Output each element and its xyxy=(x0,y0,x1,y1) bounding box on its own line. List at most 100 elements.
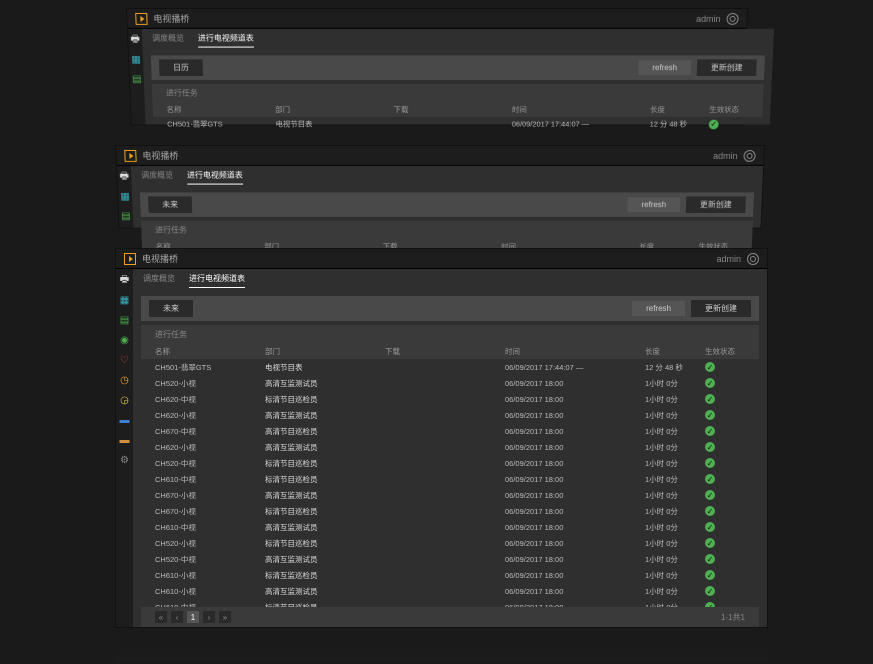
refresh-button[interactable]: refresh xyxy=(632,301,685,316)
username: admin xyxy=(713,150,738,160)
cell-dur: 1小时 0分 xyxy=(645,410,705,421)
cell-dept: 标清节目巡检员 xyxy=(265,394,385,405)
cell-time: 06/09/2017 18:00 xyxy=(505,507,645,516)
sidebar-icon[interactable]: ◷ xyxy=(118,373,132,387)
tab-tasks[interactable]: 进行电视频道表 xyxy=(189,273,245,288)
refresh-button[interactable]: refresh xyxy=(638,60,691,75)
sidebar-icon[interactable]: 🖶 xyxy=(118,273,132,287)
cell-name: CH501-翡翠GTS xyxy=(155,362,265,373)
cell-dept: 高清互监测试员 xyxy=(265,554,385,565)
cell-dur: 1小时 0分 xyxy=(645,458,705,469)
table-row[interactable]: CH520-中视标清节目巡检员06/09/2017 18:001小时 0分✓ xyxy=(141,455,759,471)
tab-tasks[interactable]: 进行电视频道表 xyxy=(187,170,243,185)
page-prev-button[interactable]: ‹ xyxy=(171,611,183,623)
cell-dept: 高清互监测试员 xyxy=(265,378,385,389)
cell-time: 06/09/2017 17:44:07 — xyxy=(505,363,645,372)
toolbar: 未来 refresh 更新创建 xyxy=(141,296,759,321)
table-row[interactable]: CH520-小视高清互监测试员06/09/2017 18:001小时 0分✓ xyxy=(141,375,759,391)
table-row[interactable]: CH610-中视高清互监测试员06/09/2017 18:001小时 0分✓ xyxy=(141,519,759,535)
sidebar-icon[interactable]: ▤ xyxy=(119,209,133,223)
sidebar-icon[interactable]: ◶ xyxy=(118,393,132,407)
refresh-button[interactable]: refresh xyxy=(627,197,680,212)
table-row[interactable]: CH610-中视标清节目巡检员06/09/2017 18:001小时 0分✓ xyxy=(141,471,759,487)
create-button[interactable]: 更新创建 xyxy=(686,196,746,213)
cell-name: CH610-中视 xyxy=(155,522,265,533)
create-button[interactable]: 更新创建 xyxy=(691,300,751,317)
col-time: 时间 xyxy=(512,104,650,115)
table-row[interactable]: CH670-中视高清节目巡检员06/09/2017 18:001小时 0分✓ xyxy=(141,423,759,439)
user-area[interactable]: admin xyxy=(716,253,759,265)
check-icon: ✓ xyxy=(705,586,715,596)
user-area[interactable]: admin xyxy=(713,149,756,161)
pager: « ‹ 1 › » 1-1共1 xyxy=(141,607,759,627)
tab-overview[interactable]: 调度概览 xyxy=(141,170,173,185)
more-button[interactable]: 未来 xyxy=(149,300,193,317)
more-button[interactable]: 未来 xyxy=(148,196,192,213)
sidebar-icon[interactable]: ▬ xyxy=(118,433,132,447)
sidebar-icon[interactable]: ▦ xyxy=(118,293,132,307)
check-icon: ✓ xyxy=(705,410,715,420)
page-1-button[interactable]: 1 xyxy=(187,611,199,623)
table-row[interactable]: CH520-小视标清节目巡检员06/09/2017 18:001小时 0分✓ xyxy=(141,535,759,551)
create-button[interactable]: 更新创建 xyxy=(697,59,757,76)
tab-overview[interactable]: 调度概览 xyxy=(152,33,184,48)
cell-dur: 12 分 48 秒 xyxy=(645,362,705,373)
table-row[interactable]: CH501-翡翠GTS 电视节目表 06/09/2017 17:44:07 — … xyxy=(153,117,762,131)
main-panel: 电视播桥 admin 🖶▦▤◉♡◷◶▬▬⚙ 调度概览 进行电视频道表 未来 re… xyxy=(115,248,768,628)
col-desc: 下载 xyxy=(394,104,512,115)
table-row[interactable]: CH501-翡翠GTS电视节目表06/09/2017 17:44:07 —12 … xyxy=(141,359,759,375)
col-dept: 部门 xyxy=(275,104,394,115)
cell-name: CH670-小视 xyxy=(155,506,265,517)
table-row[interactable]: CH610-小视高清互监测试员06/09/2017 18:001小时 0分✓ xyxy=(141,583,759,599)
cell-time: 06/09/2017 18:00 xyxy=(505,555,645,564)
now-button[interactable]: 日历 xyxy=(159,59,203,76)
sidebar-icon[interactable]: ▤ xyxy=(130,72,144,86)
page-next-button[interactable]: › xyxy=(203,611,215,623)
table-row[interactable]: CH620-小视高清互监测试员06/09/2017 18:001小时 0分✓ xyxy=(141,439,759,455)
sidebar-icon[interactable]: ▦ xyxy=(118,189,132,203)
table-row[interactable]: CH610-小视标清互监巡检员06/09/2017 18:001小时 0分✓ xyxy=(141,567,759,583)
sidebar-icon[interactable]: ▤ xyxy=(118,313,132,327)
cell-time: 06/09/2017 18:00 xyxy=(505,491,645,500)
user-area[interactable]: admin xyxy=(696,12,739,24)
table-body: CH501-翡翠GTS电视节目表06/09/2017 17:44:07 —12 … xyxy=(133,359,767,607)
tab-tasks[interactable]: 进行电视频道表 xyxy=(198,33,254,48)
tab-overview[interactable]: 调度概览 xyxy=(143,273,175,288)
sidebar-icon[interactable]: ◉ xyxy=(118,333,132,347)
cell-name: CH620-小视 xyxy=(155,410,265,421)
table-row[interactable]: CH620-小视高清互监测试员06/09/2017 18:001小时 0分✓ xyxy=(141,407,759,423)
page-first-button[interactable]: « xyxy=(155,611,167,623)
cell-dur: 1小时 0分 xyxy=(645,394,705,405)
sidebar-icon[interactable]: ▦ xyxy=(129,52,143,66)
play-logo-icon xyxy=(124,253,136,265)
table-row[interactable]: CH620-中视标清节目巡检员06/09/2017 18:001小时 0分✓ xyxy=(141,391,759,407)
cell-time: 06/09/2017 18:00 xyxy=(505,411,645,420)
cell-name: CH610-小视 xyxy=(155,570,265,581)
tabs: 调度概览 进行电视频道表 xyxy=(131,166,763,189)
cell-name: CH520-小视 xyxy=(155,538,265,549)
sidebar-icon[interactable]: ♡ xyxy=(118,353,132,367)
cell-name: CH501-翡翠GTS xyxy=(167,119,276,130)
table-row[interactable]: CH520-中视高清互监测试员06/09/2017 18:001小时 0分✓ xyxy=(141,551,759,567)
sidebar-icon[interactable]: 🖶 xyxy=(128,33,142,47)
table-row[interactable]: CH670-小视高清互监测试员06/09/2017 18:001小时 0分✓ xyxy=(141,487,759,503)
col-status: 生效状态 xyxy=(705,346,745,357)
app-title: 电视播桥 xyxy=(142,149,178,162)
table-row[interactable]: CH610-中视标清节目巡检员06/09/2017 18:001小时 0分✓ xyxy=(141,599,759,607)
cell-name: CH620-中视 xyxy=(155,394,265,405)
table-header: 名称 部门 下载 时间 长度 生效状态 xyxy=(153,102,763,117)
page-last-button[interactable]: » xyxy=(219,611,231,623)
sidebar-icon[interactable]: 🖶 xyxy=(117,170,132,184)
section-title: 进行任务 xyxy=(152,84,764,102)
cell-dept: 高清互监测试员 xyxy=(265,490,385,501)
cell-time: 06/09/2017 18:00 xyxy=(505,475,645,484)
cell-dur: 1小时 0分 xyxy=(645,554,705,565)
cell-dur: 1小时 0分 xyxy=(645,506,705,517)
cell-name: CH520-小视 xyxy=(155,378,265,389)
table-row[interactable]: CH670-小视标清节目巡检员06/09/2017 18:001小时 0分✓ xyxy=(141,503,759,519)
sidebar-icon[interactable]: ⚙ xyxy=(118,453,132,467)
cell-name: CH620-小视 xyxy=(155,442,265,453)
cell-time: 06/09/2017 18:00 xyxy=(505,571,645,580)
sidebar-icon[interactable]: ▬ xyxy=(118,413,132,427)
cell-dept: 高清互监测试员 xyxy=(265,442,385,453)
